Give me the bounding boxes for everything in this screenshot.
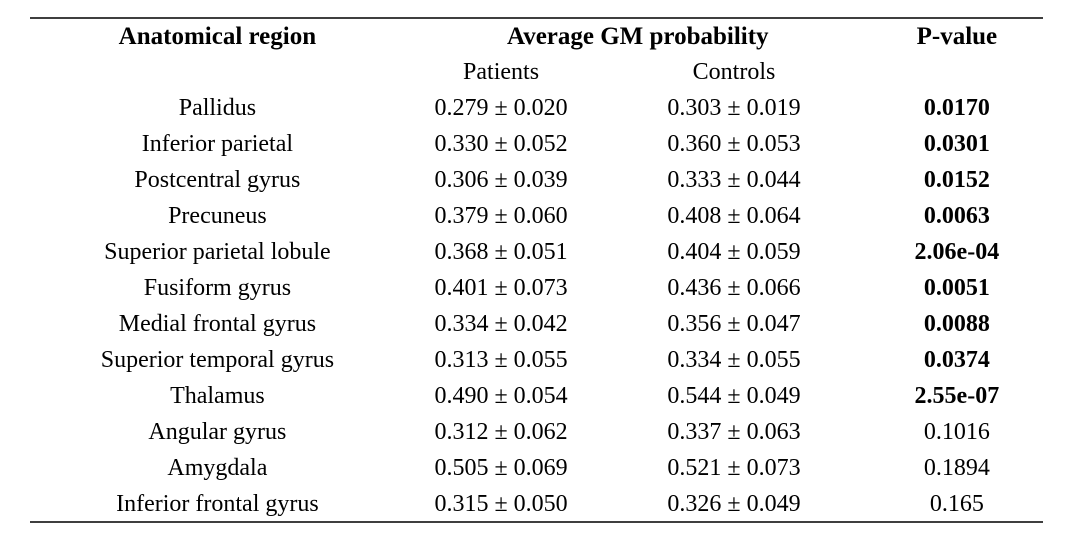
table-row: Precuneus 0.379 ± 0.060 0.408 ± 0.064 0.006… (30, 198, 1043, 234)
cell-p-value: 0.1016 (923, 419, 990, 445)
cell-controls-value: 0.408 ± 0.064 (667, 203, 801, 229)
cell-controls-value: 0.326 ± 0.049 (667, 490, 801, 517)
cell-controls-value: 0.303 ± 0.019 (667, 95, 801, 121)
cell-controls-value: 0.337 ± 0.063 (667, 419, 801, 445)
col-header-average-gm-probability: Average GM probability (507, 23, 769, 50)
cell-region: Fusiform gyrus (143, 275, 292, 301)
col-header-p-value: P-value (916, 23, 998, 50)
cell-patients-value: 0.334 ± 0.042 (434, 311, 568, 337)
col-header-anatomical-region: Anatomical region (118, 23, 317, 50)
cell-p-value: 0.0170 (923, 95, 990, 121)
cell-region: Superior temporal gyrus (100, 347, 335, 373)
cell-controls-value: 0.333 ± 0.044 (667, 167, 801, 193)
cell-patients-value: 0.401 ± 0.073 (434, 275, 568, 301)
table-row: Medial frontal gyrus 0.334 ± 0.042 0.356 ±… (30, 306, 1043, 342)
cell-controls-value: 0.360 ± 0.053 (667, 131, 801, 157)
table-row: Inferior frontal gyrus 0.315 ± 0.050 0.326… (30, 486, 1043, 522)
cell-p-value: 0.0374 (923, 347, 990, 373)
cell-region: Thalamus (170, 383, 265, 409)
cell-patients-value: 0.279 ± 0.020 (434, 95, 568, 121)
gm-probability-table: Anatomical region Average GM probability… (30, 17, 1043, 523)
cell-controls-value: 0.436 ± 0.066 (667, 275, 801, 301)
cell-region: Superior parietal lobule (104, 239, 331, 265)
table-row: Angular gyrus 0.312 ± 0.062 0.337 ± 0.063 0… (30, 414, 1043, 450)
cell-patients-value: 0.312 ± 0.062 (434, 419, 568, 445)
table-row: Inferior parietal 0.330 ± 0.052 0.360 ± 0.… (30, 126, 1043, 162)
cell-p-value: 0.0152 (923, 167, 990, 193)
cell-region: Inferior frontal gyrus (116, 490, 319, 517)
cell-region: Angular gyrus (148, 419, 287, 445)
cell-p-value: 0.165 (929, 490, 984, 517)
cell-patients-value: 0.379 ± 0.060 (434, 203, 568, 229)
cell-patients-value: 0.330 ± 0.052 (434, 131, 568, 157)
subheader-controls: Controls (692, 59, 776, 85)
cell-patients-value: 0.315 ± 0.050 (434, 490, 568, 517)
table-row: Thalamus 0.490 ± 0.054 0.544 ± 0.049 2.55e-… (30, 378, 1043, 414)
table-body: Pallidus 0.279 ± 0.020 0.303 ± 0.019 0.0170… (30, 90, 1043, 522)
table-row: Postcentral gyrus 0.306 ± 0.039 0.333 ± 0.… (30, 162, 1043, 198)
table-row: Superior temporal gyrus 0.313 ± 0.055 0.33… (30, 342, 1043, 378)
table-row: Superior parietal lobule 0.368 ± 0.051 0.4… (30, 234, 1043, 270)
cell-controls-value: 0.544 ± 0.049 (667, 383, 801, 409)
cell-controls-value: 0.521 ± 0.073 (667, 455, 801, 481)
table-subheader-row: Patients Controls (30, 54, 1043, 90)
subheader-empty-region (30, 54, 405, 90)
cell-p-value: 0.0051 (923, 275, 990, 301)
cell-p-value: 2.06e-04 (914, 239, 1000, 265)
subheader-patients: Patients (463, 59, 540, 85)
cell-region: Medial frontal gyrus (118, 311, 317, 337)
cell-patients-value: 0.490 ± 0.054 (434, 383, 568, 409)
cell-patients-value: 0.306 ± 0.039 (434, 167, 568, 193)
cell-patients-value: 0.368 ± 0.051 (434, 239, 568, 265)
table-row: Amygdala 0.505 ± 0.069 0.521 ± 0.073 0.1894 (30, 450, 1043, 486)
table-header-row: Anatomical region Average GM probability… (30, 18, 1043, 54)
cell-p-value: 0.1894 (923, 455, 990, 481)
cell-controls-value: 0.356 ± 0.047 (667, 311, 801, 337)
cell-region: Pallidus (178, 95, 257, 121)
table-row: Fusiform gyrus 0.401 ± 0.073 0.436 ± 0.066… (30, 270, 1043, 306)
cell-patients-value: 0.313 ± 0.055 (434, 347, 568, 373)
cell-p-value: 0.0063 (923, 203, 990, 229)
cell-controls-value: 0.404 ± 0.059 (667, 239, 801, 265)
table-row: Pallidus 0.279 ± 0.020 0.303 ± 0.019 0.0170 (30, 90, 1043, 126)
cell-region: Amygdala (167, 455, 268, 481)
cell-region: Precuneus (168, 203, 267, 229)
cell-controls-value: 0.334 ± 0.055 (667, 347, 801, 373)
cell-p-value: 2.55e-07 (914, 383, 1000, 409)
cell-region: Inferior parietal (141, 131, 294, 157)
cell-patients-value: 0.505 ± 0.069 (434, 455, 568, 481)
cell-p-value: 0.0301 (923, 131, 990, 157)
cell-region: Postcentral gyrus (134, 167, 301, 193)
subheader-empty-pvalue (871, 54, 1043, 90)
cell-p-value: 0.0088 (923, 311, 990, 337)
